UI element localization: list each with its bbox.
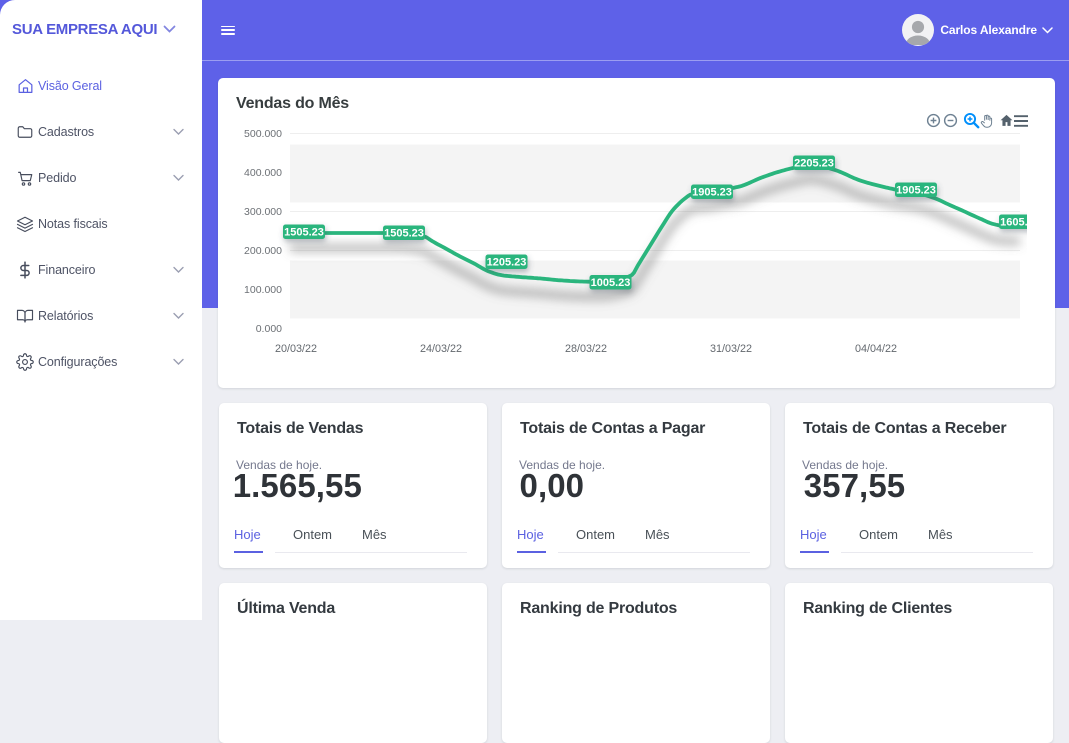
svg-text:0.000: 0.000 xyxy=(256,323,282,335)
svg-text:1905.23: 1905.23 xyxy=(692,187,732,199)
svg-text:500.000: 500.000 xyxy=(244,128,282,140)
svg-text:20/03/22: 20/03/22 xyxy=(275,343,317,355)
svg-text:1505.23: 1505.23 xyxy=(284,227,324,239)
svg-text:1905.23: 1905.23 xyxy=(896,185,936,197)
svg-text:04/04/22: 04/04/22 xyxy=(855,343,897,355)
svg-text:2205.23: 2205.23 xyxy=(794,158,834,170)
svg-text:28/03/22: 28/03/22 xyxy=(565,343,607,355)
svg-text:31/03/22: 31/03/22 xyxy=(710,343,752,355)
svg-text:400.000: 400.000 xyxy=(244,167,282,179)
svg-text:1605.23: 1605.23 xyxy=(1000,217,1027,229)
svg-text:24/03/22: 24/03/22 xyxy=(420,343,462,355)
svg-text:100.000: 100.000 xyxy=(244,284,282,296)
svg-text:1505.23: 1505.23 xyxy=(384,228,424,240)
svg-text:1205.23: 1205.23 xyxy=(487,257,527,269)
svg-text:300.000: 300.000 xyxy=(244,206,282,218)
svg-text:200.000: 200.000 xyxy=(244,245,282,257)
svg-text:1005.23: 1005.23 xyxy=(591,277,631,289)
